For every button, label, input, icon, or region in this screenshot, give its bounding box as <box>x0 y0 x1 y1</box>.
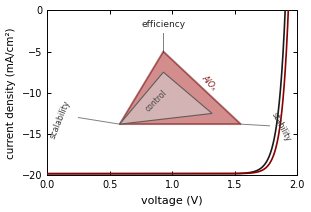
Text: control: control <box>143 88 169 114</box>
Text: AlOₓ: AlOₓ <box>200 73 218 92</box>
Text: scalability: scalability <box>48 99 72 140</box>
Polygon shape <box>120 72 212 124</box>
X-axis label: voltage (V): voltage (V) <box>141 196 203 206</box>
Text: efficiency: efficiency <box>141 20 185 29</box>
Polygon shape <box>120 52 241 124</box>
Text: stability: stability <box>269 111 292 144</box>
Y-axis label: current density (mA/cm²): current density (mA/cm²) <box>6 27 16 159</box>
